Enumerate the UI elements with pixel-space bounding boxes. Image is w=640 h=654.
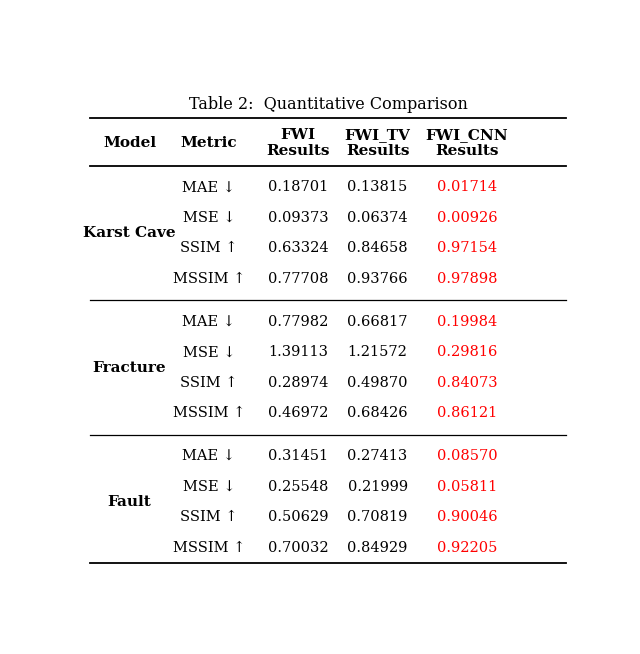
Text: Fault: Fault: [108, 495, 152, 509]
Text: MSE ↓: MSE ↓: [182, 345, 236, 359]
Text: 0.77982: 0.77982: [268, 315, 328, 329]
Text: 0.49870: 0.49870: [348, 376, 408, 390]
Text: Model: Model: [103, 136, 156, 150]
Text: 0.25548: 0.25548: [268, 479, 328, 494]
Text: 0.29816: 0.29816: [436, 345, 497, 359]
Text: Fracture: Fracture: [93, 360, 166, 375]
Text: 0.86121: 0.86121: [436, 406, 497, 421]
Text: 0.21999: 0.21999: [348, 479, 408, 494]
Text: 0.13815: 0.13815: [348, 181, 408, 194]
Text: 0.68426: 0.68426: [348, 406, 408, 421]
Text: 0.63324: 0.63324: [268, 241, 328, 256]
Text: Table 2:  Quantitative Comparison: Table 2: Quantitative Comparison: [189, 96, 467, 113]
Text: 0.19984: 0.19984: [436, 315, 497, 329]
Text: 0.84658: 0.84658: [348, 241, 408, 256]
Text: MSE ↓: MSE ↓: [182, 479, 236, 494]
Text: Results: Results: [266, 144, 330, 158]
Text: 0.70032: 0.70032: [268, 541, 328, 555]
Text: SSIM ↑: SSIM ↑: [180, 241, 237, 256]
Text: 0.05811: 0.05811: [436, 479, 497, 494]
Text: 1.39113: 1.39113: [268, 345, 328, 359]
Text: FWI_CNN: FWI_CNN: [426, 128, 508, 142]
Text: 0.97898: 0.97898: [436, 272, 497, 286]
Text: 0.01714: 0.01714: [437, 181, 497, 194]
Text: 0.70819: 0.70819: [348, 510, 408, 524]
Text: 0.28974: 0.28974: [268, 376, 328, 390]
Text: MAE ↓: MAE ↓: [182, 449, 236, 463]
Text: 0.92205: 0.92205: [436, 541, 497, 555]
Text: Karst Cave: Karst Cave: [83, 226, 176, 240]
Text: 0.97154: 0.97154: [437, 241, 497, 256]
Text: SSIM ↑: SSIM ↑: [180, 510, 237, 524]
Text: 0.84073: 0.84073: [436, 376, 497, 390]
Text: MAE ↓: MAE ↓: [182, 315, 236, 329]
Text: FWI_TV: FWI_TV: [345, 128, 410, 142]
Text: 0.90046: 0.90046: [436, 510, 497, 524]
Text: 0.08570: 0.08570: [436, 449, 497, 463]
Text: 0.93766: 0.93766: [348, 272, 408, 286]
Text: MSSIM ↑: MSSIM ↑: [173, 541, 245, 555]
Text: 0.84929: 0.84929: [348, 541, 408, 555]
Text: Results: Results: [435, 144, 499, 158]
Text: 0.06374: 0.06374: [348, 211, 408, 225]
Text: 0.31451: 0.31451: [268, 449, 328, 463]
Text: 0.66817: 0.66817: [348, 315, 408, 329]
Text: MSSIM ↑: MSSIM ↑: [173, 272, 245, 286]
Text: MSE ↓: MSE ↓: [182, 211, 236, 225]
Text: 0.50629: 0.50629: [268, 510, 328, 524]
Text: 1.21572: 1.21572: [348, 345, 408, 359]
Text: MSSIM ↑: MSSIM ↑: [173, 406, 245, 421]
Text: 0.00926: 0.00926: [436, 211, 497, 225]
Text: 0.46972: 0.46972: [268, 406, 328, 421]
Text: 0.77708: 0.77708: [268, 272, 328, 286]
Text: FWI: FWI: [281, 128, 316, 142]
Text: Results: Results: [346, 144, 410, 158]
Text: 0.18701: 0.18701: [268, 181, 328, 194]
Text: Metric: Metric: [180, 136, 237, 150]
Text: MAE ↓: MAE ↓: [182, 181, 236, 194]
Text: 0.09373: 0.09373: [268, 211, 328, 225]
Text: SSIM ↑: SSIM ↑: [180, 376, 237, 390]
Text: 0.27413: 0.27413: [348, 449, 408, 463]
